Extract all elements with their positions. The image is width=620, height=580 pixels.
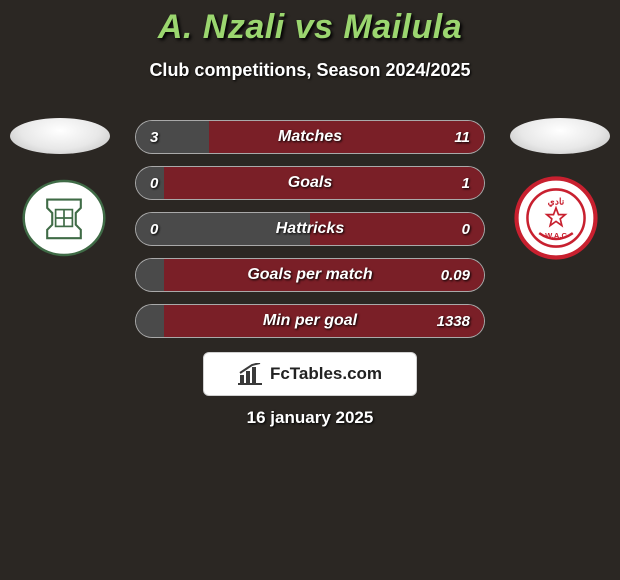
stat-label: Matches xyxy=(136,128,484,146)
player-left-avatar xyxy=(10,118,110,154)
stat-label: Min per goal xyxy=(136,312,484,330)
stat-row: 01Goals xyxy=(135,166,485,200)
stat-row: 00Hattricks xyxy=(135,212,485,246)
stat-label: Goals per match xyxy=(136,266,484,284)
comparison-subtitle: Club competitions, Season 2024/2025 xyxy=(0,60,620,81)
comparison-title: A. Nzali vs Mailula xyxy=(0,8,620,47)
club-badge-right: نادي W.A.C xyxy=(512,176,600,260)
comparison-date: 16 january 2025 xyxy=(0,408,620,428)
svg-text:W.A.C: W.A.C xyxy=(545,231,567,240)
club-badge-left xyxy=(20,176,108,260)
brand-box[interactable]: FcTables.com xyxy=(203,352,417,396)
stat-row: 0.09Goals per match xyxy=(135,258,485,292)
player-right-avatar xyxy=(510,118,610,154)
stat-rows: 311Matches 01Goals 00Hattricks 0.09Goals pe… xyxy=(135,120,485,350)
brand-chart-icon xyxy=(238,363,264,385)
stat-row: 311Matches xyxy=(135,120,485,154)
stat-label: Hattricks xyxy=(136,220,484,238)
stat-label: Goals xyxy=(136,174,484,192)
brand-text: FcTables.com xyxy=(270,364,382,384)
stat-row: 1338Min per goal xyxy=(135,304,485,338)
